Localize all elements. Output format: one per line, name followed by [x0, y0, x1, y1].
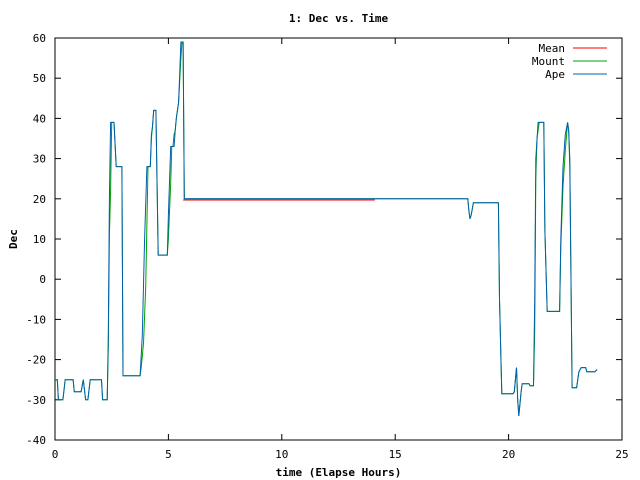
- series-line-ape: [55, 41, 598, 416]
- x-tick-label: 0: [52, 448, 59, 461]
- series-lines: [55, 41, 598, 416]
- y-tick-label: 20: [33, 193, 46, 206]
- y-tick-label: 0: [39, 273, 46, 286]
- x-tick-label: 15: [389, 448, 402, 461]
- y-tick-label: 50: [33, 72, 46, 85]
- y-tick-label: -40: [26, 434, 46, 447]
- y-tick-label: 30: [33, 153, 46, 166]
- y-tick-label: 40: [33, 112, 46, 125]
- tick-labels: 0 5 10 15 20 25 -40 -30 -20 -10 0 10 20 30 40 50 60: [26, 32, 629, 461]
- x-tick-label: 20: [502, 448, 515, 461]
- axis-ticks: [54, 37, 623, 441]
- chart-title: 1: Dec vs. Time: [289, 12, 389, 25]
- y-tick-label: 60: [33, 32, 46, 45]
- legend-label-mean: Mean: [539, 42, 566, 55]
- legend-label-ape: Ape: [545, 68, 565, 81]
- x-tick-label: 10: [275, 448, 288, 461]
- legend-label-mount: Mount: [532, 55, 565, 68]
- plot-frame: [54, 37, 623, 441]
- x-tick-label: 25: [615, 448, 628, 461]
- y-tick-label: -30: [26, 394, 46, 407]
- y-tick-label: 10: [33, 233, 46, 246]
- x-tick-label: 5: [165, 448, 172, 461]
- x-axis-label: time (Elapse Hours): [276, 466, 402, 479]
- y-tick-label: -10: [26, 313, 46, 326]
- y-tick-label: -20: [26, 354, 46, 367]
- y-axis-label: Dec: [7, 229, 20, 249]
- series-line-mount: [55, 41, 598, 416]
